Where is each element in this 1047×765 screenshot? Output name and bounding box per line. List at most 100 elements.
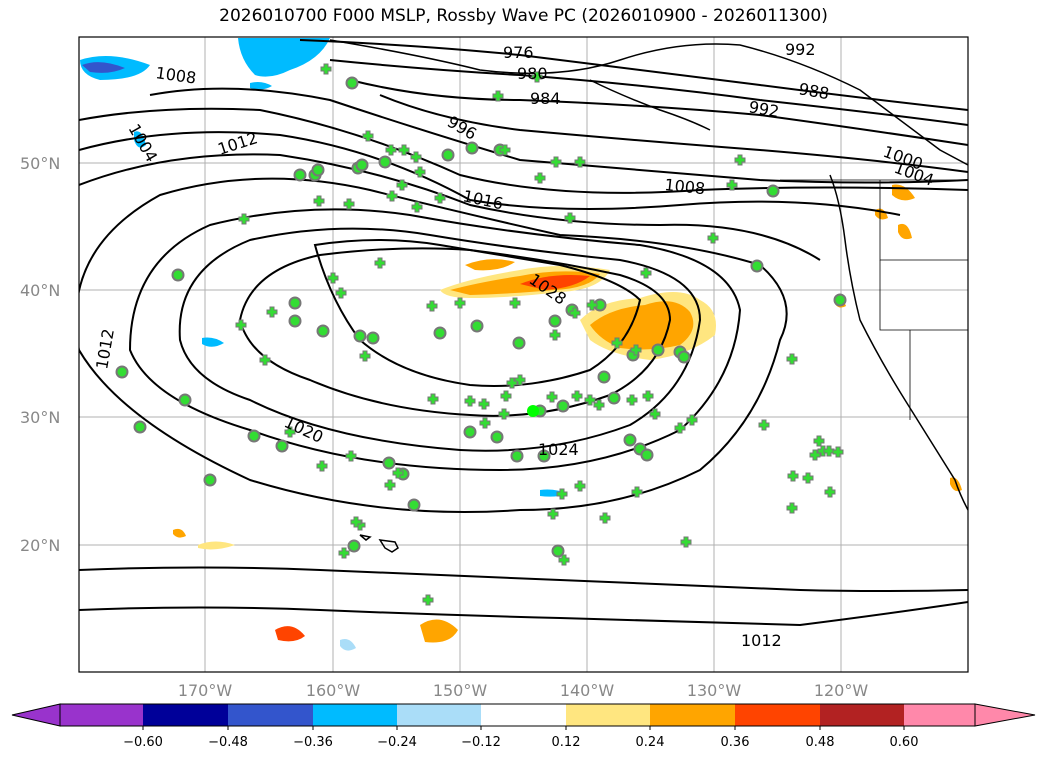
station-marker-circle [178,393,192,407]
station-marker-circle [353,329,367,343]
colorbar-bin [397,704,481,726]
lat-label: 30°N [20,408,60,427]
station-marker-cross [464,395,476,407]
coastline-north-america [829,174,968,511]
station-marker-cross [642,390,654,402]
station-marker-cross [500,390,512,402]
station-marker-circle [355,158,369,172]
positive-anomaly-patch [198,541,235,550]
lat-label: 40°N [20,281,60,300]
station-marker-cross [414,166,426,178]
station-marker-cross [549,329,561,341]
station-marker-cross [564,212,576,224]
lon-label: 170°W [178,681,233,700]
station-marker-cross [584,394,596,406]
positive-anomaly-patch [173,528,186,538]
colorbar-bin [481,704,566,726]
isobars [79,39,968,627]
station-marker-circle [133,420,147,434]
contour-label: 980 [517,64,548,83]
station-marker-cross [534,172,546,184]
station-marker-cross [571,390,583,402]
station-marker-cross [313,195,325,207]
isobar [79,153,821,261]
colorbar-bin [143,704,228,726]
station-marker-circle [640,448,654,462]
station-marker-cross [649,408,661,420]
isobar [299,39,968,111]
colorbar-tick-label: −0.60 [123,735,163,750]
lon-label: 130°W [687,681,742,700]
contour-label: 1012 [741,631,782,650]
contour-label: 1008 [664,175,706,198]
station-marker-cross [345,450,357,462]
station-marker-cross [599,512,611,524]
isobar [79,131,901,216]
station-marker-cross [823,445,835,457]
colorbar-bin [60,704,143,726]
station-marker-circle [347,539,361,553]
lon-label: 160°W [306,681,361,700]
observation-markers [115,63,847,606]
station-marker-circle [288,296,302,310]
map-background [79,37,968,672]
station-marker-circle [293,168,307,182]
station-marker-cross [550,156,562,168]
station-marker-circle [607,391,621,405]
station-marker-cross [427,393,439,405]
station-marker-cross [680,536,692,548]
station-marker-circle [750,259,764,273]
colorbar-tick-label: 0.36 [721,735,750,750]
station-marker-cross [362,130,374,142]
station-marker-cross [556,488,568,500]
station-marker-cross [611,337,623,349]
colorbar-bin [228,704,313,726]
station-marker-cross [630,344,642,356]
anomaly-shading [80,38,962,651]
station-marker-cross [558,554,570,566]
station-marker-cross [802,472,814,484]
station-marker-cross [832,446,844,458]
station-marker-cross [411,201,423,213]
station-marker-cross [506,377,518,389]
colorbar-tick-label: −0.36 [293,735,333,750]
station-marker-circle [288,314,302,328]
lat-label: 20°N [20,536,60,555]
island-hawaii [378,539,399,553]
lon-label: 150°W [433,681,488,700]
station-marker-cross [266,306,278,318]
station-marker-circle [548,314,562,328]
station-marker-circle [537,449,551,463]
longitude-labels: 170°W 160°W 150°W 140°W 130°W 120°W [178,681,869,700]
contour-label: 1024 [538,440,579,459]
lon-label: 140°W [560,681,615,700]
positive-anomaly-patch [898,223,912,240]
colorbar-tick-label: −0.12 [461,735,501,750]
station-marker-cross [726,179,738,191]
negative-anomaly-core [82,62,125,73]
isobar [238,247,672,417]
station-marker-circle [311,163,325,177]
station-marker-cross [824,486,836,498]
station-marker-circle [345,76,359,90]
colorbar-bin [313,704,397,726]
station-marker-cross [454,297,466,309]
station-marker-cross [574,480,586,492]
station-marker-cross [586,299,598,311]
station-marker-cross [626,394,638,406]
chart-title: 2026010700 F000 MSLP, Rossby Wave PC (20… [219,6,828,26]
colorbar-over-arrow [974,703,1036,727]
colorbar-under-arrow [11,703,61,727]
station-marker-cross [426,300,438,312]
station-marker-cross [686,414,698,426]
isobar [329,59,968,126]
station-marker-cross [569,307,581,319]
coastline-aleutian-arc [589,79,711,131]
colorbar-bin [735,704,820,726]
station-marker-cross [350,516,362,528]
station-marker-circle [651,343,665,357]
station-marker-cross [374,257,386,269]
colorbar-tick-label: −0.48 [208,735,248,750]
station-marker-circle [463,425,477,439]
negative-anomaly-patch [202,337,224,347]
